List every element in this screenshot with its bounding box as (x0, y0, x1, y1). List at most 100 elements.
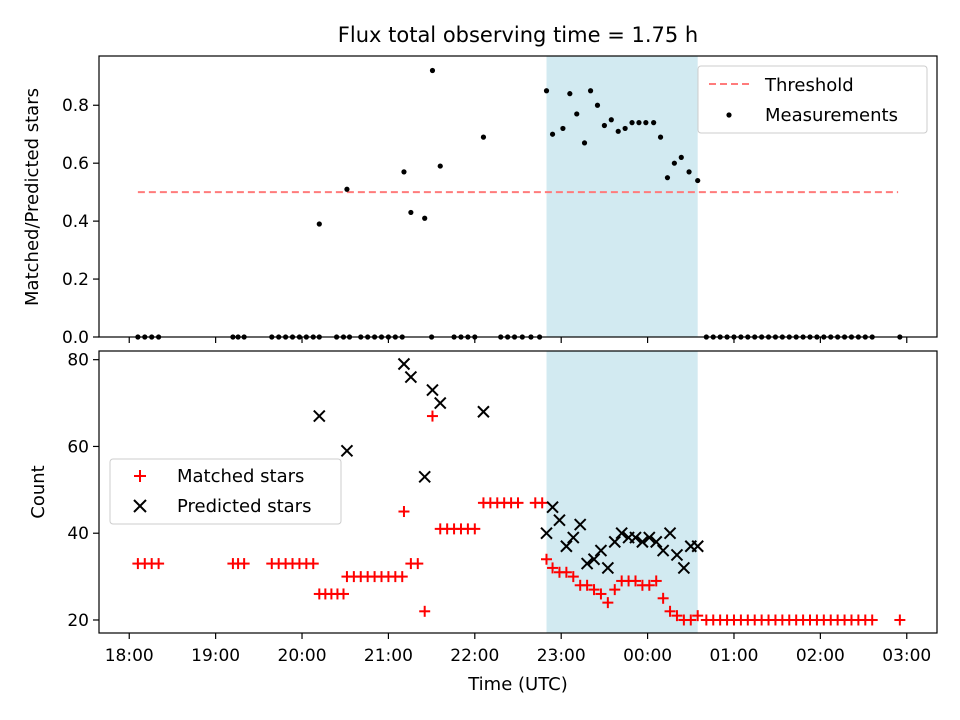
top-y-tick-label: 0.0 (62, 328, 89, 348)
top-legend-box (697, 65, 928, 134)
predicted-star-point (643, 531, 656, 544)
measurement-point (651, 120, 657, 126)
measurement-point (437, 163, 443, 169)
matched-star-point (643, 579, 655, 591)
legend-predicted-label: Predicted stars (177, 496, 311, 517)
measurement-point (657, 134, 664, 140)
bottom-legend: Matched stars Predicted stars (109, 458, 342, 525)
predicted-star-point (580, 557, 594, 570)
measurement-point (695, 177, 701, 184)
matched-star-point (153, 558, 165, 570)
predicted-star-point (663, 527, 677, 540)
matched-star-point (629, 575, 641, 587)
predicted-star-point (426, 383, 439, 397)
predicted-star-point (650, 535, 663, 549)
measurement-point (480, 134, 487, 140)
top-y-tick-label: 0.8 (62, 96, 89, 116)
measurement-point (401, 169, 407, 175)
matched-star-point (602, 597, 614, 609)
measurement-point (316, 221, 322, 227)
bottom-y-axis-label: Count (28, 465, 49, 518)
measurement-point (678, 154, 684, 160)
bottom-plot-frame (98, 350, 938, 634)
measurement-point (408, 209, 414, 216)
matched-star-point (866, 614, 878, 626)
predicted-star-point (546, 500, 559, 514)
legend-measurements-symbol (726, 112, 732, 118)
matched-star-point (567, 571, 579, 583)
measurement-point (594, 102, 601, 108)
top-y-tick-label: 0.4 (62, 212, 89, 232)
predicted-star-point (573, 518, 587, 531)
predicted-star-point (404, 370, 418, 384)
measurement-point (608, 117, 614, 123)
measurement-point (601, 122, 607, 129)
matched-star-point (692, 610, 704, 622)
measurement-point (686, 169, 692, 175)
matched-star-point (547, 562, 559, 574)
chart-title: Flux total observing time = 1.75 h (338, 23, 698, 47)
predicted-star-point (553, 513, 566, 527)
matched-star-point (541, 553, 553, 565)
matched-star-point (512, 497, 524, 509)
predicted-star-point (608, 535, 621, 549)
predicted-star-point (340, 444, 354, 457)
measurement-point (567, 91, 573, 97)
predicted-star-point (677, 561, 691, 575)
x-tick-label: 18:00 (105, 646, 154, 666)
bottom-y-tick-label: 80 (67, 351, 89, 371)
measurement-point (664, 175, 671, 181)
x-tick-label: 02:00 (796, 646, 845, 666)
measurement-point (574, 111, 580, 117)
predicted-star-point (594, 544, 608, 557)
legend-threshold-label: Threshold (764, 75, 854, 96)
predicted-star-point (418, 470, 431, 484)
bottom-legend-box (109, 458, 342, 525)
matched-star-point (398, 506, 410, 518)
top-y-ticks: 0.0 0.2 0.4 0.6 0.8 (62, 96, 99, 348)
matched-star-point (588, 584, 600, 596)
bottom-y-tick-label: 60 (67, 437, 89, 457)
measurement-point (671, 160, 677, 166)
measurement-point (429, 67, 436, 74)
predicted-star-point (636, 535, 649, 549)
top-y-axis-label: Matched/Predicted stars (22, 88, 43, 306)
predicted-star-point (560, 540, 573, 553)
measurement-point (344, 186, 350, 192)
matched-star-point (307, 558, 319, 570)
bottom-y-tick-label: 20 (67, 611, 89, 631)
legend-predicted-symbol (133, 499, 147, 513)
x-tick-label: 01:00 (709, 646, 758, 666)
matched-star-point (581, 579, 593, 591)
top-series (135, 67, 903, 340)
predicted-star-point (670, 548, 684, 562)
matched-star-point (650, 575, 662, 587)
predicted-star-point (656, 544, 670, 557)
matched-star-point (595, 588, 607, 600)
measurement-point (629, 120, 635, 126)
predicted-star-point (587, 553, 601, 566)
matched-star-point (337, 588, 349, 600)
predicted-star-point (434, 396, 447, 410)
measurement-point (581, 140, 588, 146)
predicted-star-point (691, 540, 704, 553)
predicted-star-point (629, 531, 642, 544)
top-legend: Threshold Measurements (697, 65, 928, 134)
measurement-point (622, 125, 628, 132)
matched-star-point (469, 523, 481, 535)
measurement-point (549, 131, 556, 137)
x-tick-label: 00:00 (623, 646, 672, 666)
x-tick-label: 20:00 (278, 646, 327, 666)
predicted-star-point (313, 409, 326, 423)
matched-star-point (412, 558, 424, 570)
matched-star-point (664, 605, 676, 617)
matched-star-point (609, 584, 621, 596)
matched-star-point (238, 558, 250, 570)
predicted-star-point (567, 531, 580, 544)
matched-star-point (894, 614, 906, 626)
predicted-star-point (397, 357, 411, 371)
measurement-point (543, 88, 550, 94)
top-highlight-span (546, 56, 698, 337)
x-tick-label: 22:00 (450, 646, 499, 666)
